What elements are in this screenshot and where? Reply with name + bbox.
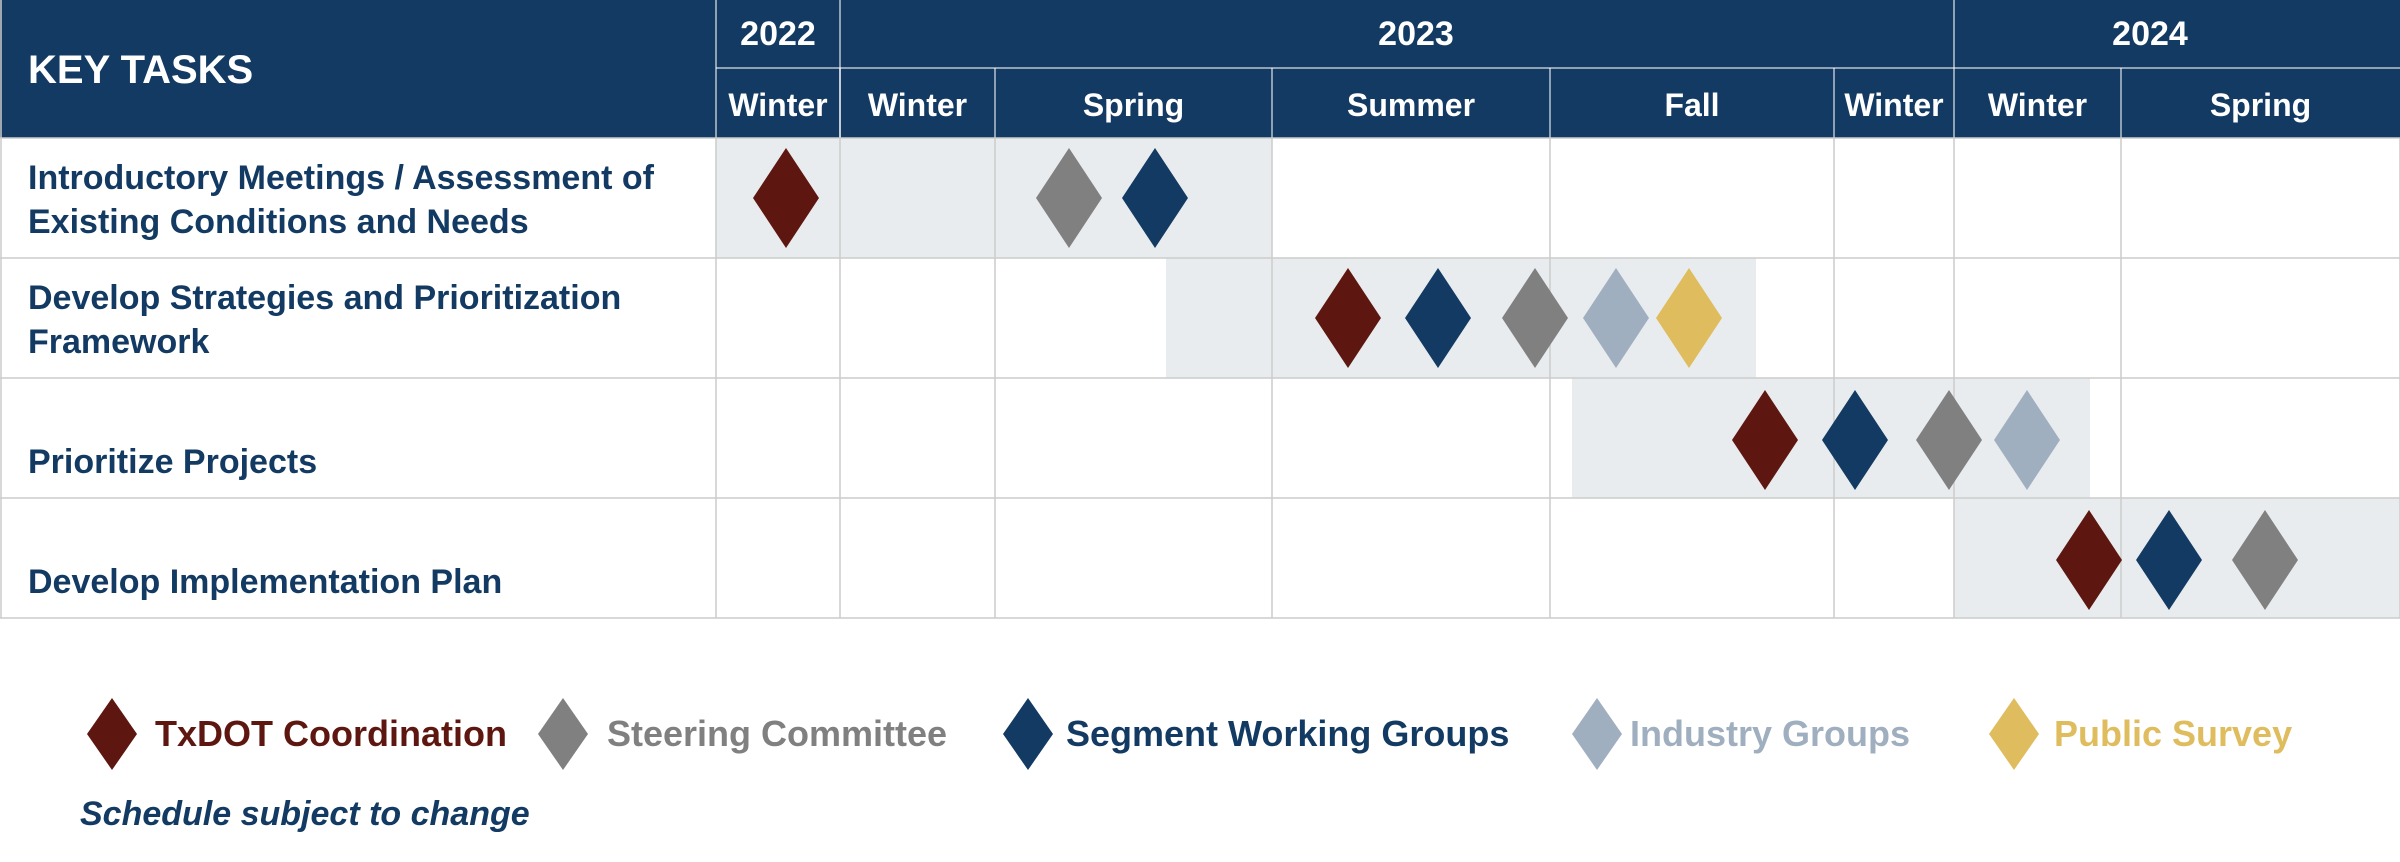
task-label-introductory-meetings: Introductory Meetings / Assessment of Ex… — [28, 159, 654, 241]
season-header-summer: Summer — [1347, 87, 1475, 123]
milestone-diamond-steering-committee — [1916, 390, 1982, 490]
milestone-diamond-txdot-coordination — [1315, 268, 1381, 368]
legend-label-txdot: TxDOT Coordination — [155, 713, 507, 754]
task-label-develop-strategies: Develop Strategies and Prioritization Fr… — [28, 279, 622, 361]
milestone-diamond-txdot-coordination — [753, 148, 819, 248]
milestone-diamond-steering-committee — [2232, 510, 2298, 610]
key-tasks-heading: KEY TASKS — [28, 48, 253, 92]
milestone-diamond-industry-groups — [1994, 390, 2060, 490]
task-label-prioritize-projects: Prioritize Projects — [28, 443, 318, 481]
header-bar — [0, 0, 2400, 138]
milestone-diamond-txdot-coordination — [1732, 390, 1798, 490]
legend-diamond-public-survey — [1989, 698, 2039, 770]
legend-label-industry: Industry Groups — [1630, 713, 1911, 754]
season-header-spring: Spring — [1083, 87, 1184, 123]
milestone-diamond-segment-working-groups — [2136, 510, 2202, 610]
season-header-winter: Winter — [728, 87, 827, 123]
milestone-diamond-segment-working-groups — [1405, 268, 1471, 368]
season-header-winter: Winter — [1844, 87, 1943, 123]
legend-diamond-industry-groups — [1572, 698, 1622, 770]
year-2024: 2024 — [2112, 15, 2188, 53]
legend-diamond-segment-working-groups — [1003, 698, 1053, 770]
season-header-spring: Spring — [2210, 87, 2311, 123]
milestone-diamond-segment-working-groups — [1822, 390, 1888, 490]
milestone-diamond-segment-working-groups — [1122, 148, 1188, 248]
season-header-winter: Winter — [868, 87, 967, 123]
milestone-diamond-steering-committee — [1502, 268, 1568, 368]
season-header-fall: Fall — [1664, 87, 1719, 123]
milestone-diamond-txdot-coordination — [2056, 510, 2122, 610]
year-2023: 2023 — [1378, 15, 1454, 53]
legend-diamond-txdot-coordination — [87, 698, 137, 770]
legend-label-public-survey: Public Survey — [2054, 713, 2293, 754]
legend-diamond-steering-committee — [538, 698, 588, 770]
year-2022: 2022 — [740, 15, 816, 53]
task-label-implementation-plan: Develop Implementation Plan — [28, 563, 503, 601]
legend-label-segment: Segment Working Groups — [1066, 713, 1510, 754]
milestone-diamond-public-survey — [1656, 268, 1722, 368]
schedule-note: Schedule subject to change — [80, 795, 530, 833]
milestone-diamond-industry-groups — [1583, 268, 1649, 368]
milestone-diamond-steering-committee — [1036, 148, 1102, 248]
legend-label-steering: Steering Committee — [607, 713, 948, 754]
season-header-winter: Winter — [1988, 87, 2087, 123]
